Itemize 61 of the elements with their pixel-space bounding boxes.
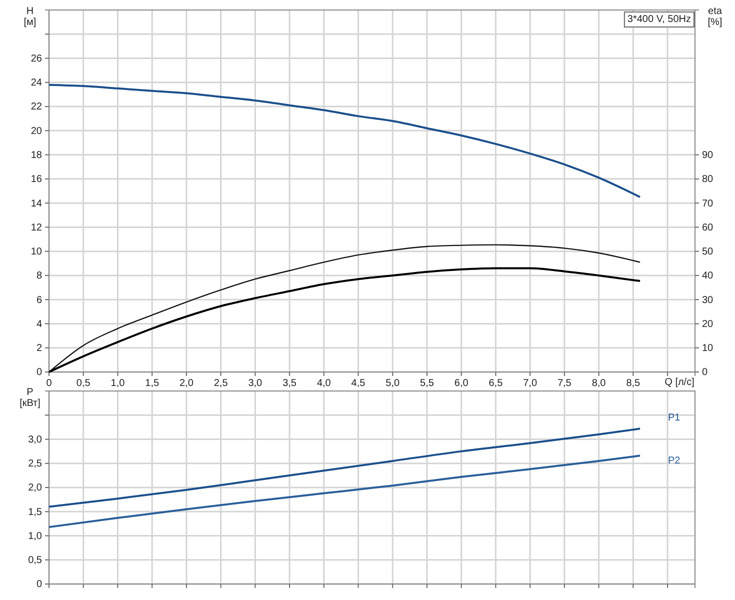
y-tick-label: 4 [36,318,42,330]
x-tick-label: 3,5 [282,378,297,390]
x-tick-label: 4,5 [351,378,366,390]
y-tick-label: 16 [30,174,42,186]
x-tick-label: 1,0 [110,378,126,390]
x-tick-label: 8,0 [592,378,606,390]
y-tick-label: 18 [30,150,42,161]
x-tick-label: 0 [46,378,52,390]
x-tick-label: 3,0 [248,378,263,390]
x-tick-label: 7,0 [523,378,538,390]
y-axis-title: H [м] [24,6,36,28]
x-tick-label: 2,0 [179,378,194,390]
y-tick-label: 2,5 [28,458,42,470]
y-tick-label: 6 [36,294,42,306]
chart-title: 3*400 V, 50Hz [627,14,691,25]
x-tick-label: 6,5 [488,378,504,390]
y-tick-label: 0 [36,367,42,378]
x-tick-label: 2,5 [214,378,228,390]
y-tick-label: 3,0 [28,434,42,446]
y-tick-label: 1,0 [28,530,42,542]
y-tick-label: 22 [30,102,42,113]
y-tick-label: 1,5 [28,506,42,518]
x-tick-label: 5,5 [420,378,434,390]
y2-tick-label: 50 [702,246,714,258]
x-tick-label: 7,5 [557,378,572,390]
line-series [48,244,641,373]
x-tick-label: 0,5 [76,378,91,390]
y-tick-label: 8 [36,270,42,282]
y2-tick-label: 60 [702,222,714,234]
x-tick-label: 4,0 [316,378,332,390]
y2-tick-label: 40 [702,270,714,282]
y-tick-label: 2,0 [28,482,42,494]
line-series [48,267,642,373]
x-tick-label: 6,0 [454,378,469,390]
y2-tick-label: 90 [702,150,714,161]
y-tick-label: 0 [36,579,42,590]
y-tick-label: 2 [36,343,42,354]
y2-tick-label: 20 [702,318,714,330]
x-tick-label: 1,5 [145,378,160,390]
y-tick-label: 24 [30,78,42,89]
text: P2 [668,456,681,467]
y2-tick-label: 0 [702,367,708,378]
y-tick-label: 0,5 [28,555,42,566]
y2-tick-label: 70 [702,198,714,210]
x-tick-label: 8,5 [626,378,641,390]
text: P1 [668,412,681,424]
x-tick-label: 5,0 [386,378,400,390]
y-tick-label: 14 [30,198,42,210]
x-axis-title: Q [л/с] [664,377,695,388]
y-tick-label: 10 [30,246,42,258]
line-series [48,84,642,198]
line-series [48,454,642,528]
y2-tick-label: 10 [702,343,714,354]
y-tick-label: 20 [30,126,42,137]
line-series [48,428,642,508]
y-tick-label: 12 [30,222,42,234]
y2-tick-label: 30 [702,294,714,306]
y-tick-label: 26 [30,53,42,64]
y2-tick-label: 80 [702,174,714,186]
y-axis-title: P [кВт] [20,387,41,409]
y2-axis-title: eta [%] [708,6,722,28]
